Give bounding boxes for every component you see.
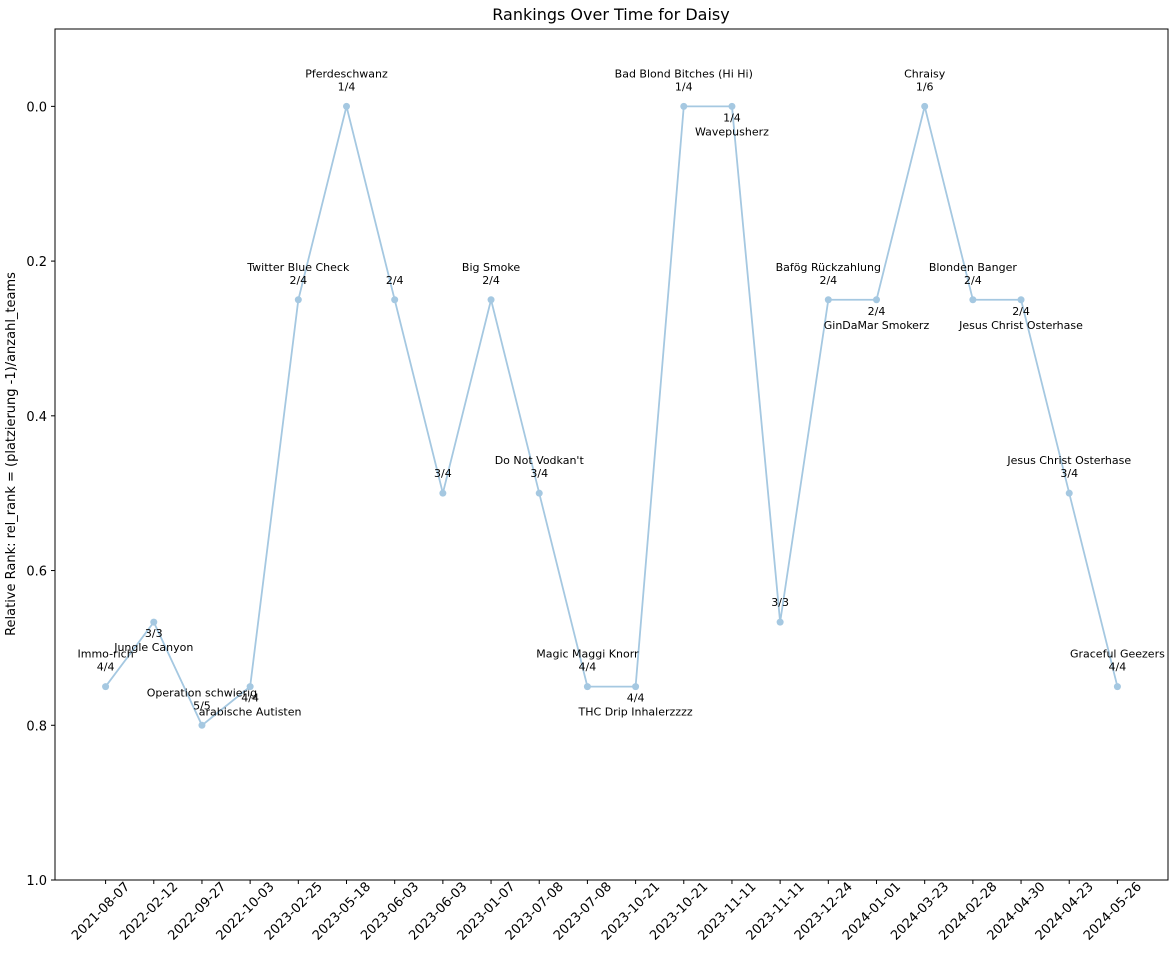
point bbox=[294, 296, 302, 304]
team-annotation: Graceful Geezers bbox=[1070, 648, 1165, 661]
point bbox=[102, 683, 110, 691]
value-label: 2/4 bbox=[964, 274, 982, 287]
value-label: 4/4 bbox=[1109, 661, 1127, 674]
point bbox=[583, 683, 591, 691]
point bbox=[921, 102, 929, 110]
team-annotation: Twitter Blue Check bbox=[246, 261, 350, 274]
team-annotation: Pferdeschwanz bbox=[305, 67, 388, 80]
y-tick-label: 1.0 bbox=[26, 874, 47, 889]
value-label: 2/4 bbox=[1012, 305, 1030, 318]
team-annotation: Jesus Christ Osterhase bbox=[958, 319, 1083, 332]
value-label: 2/4 bbox=[482, 274, 500, 287]
value-label: 3/3 bbox=[771, 596, 789, 609]
y-tick-label: 0.2 bbox=[26, 255, 47, 270]
value-label: 4/4 bbox=[579, 661, 597, 674]
point bbox=[873, 296, 880, 304]
team-annotation: THC Drip Inhalerzzzz bbox=[578, 706, 693, 719]
point bbox=[824, 296, 832, 304]
y-axis-label: Relative Rank: rel_rank = (platzierung -… bbox=[4, 272, 19, 636]
value-label: 3/3 bbox=[145, 627, 163, 640]
value-label: 3/4 bbox=[1060, 467, 1078, 480]
value-label: 1/4 bbox=[723, 111, 741, 124]
point bbox=[1065, 489, 1073, 497]
team-annotation: Do Not Vodkan't bbox=[495, 454, 585, 467]
team-annotation: Jungle Canyon bbox=[113, 641, 193, 654]
team-annotation: Bad Blond Bitches (Hi Hi) bbox=[615, 67, 753, 80]
team-annotation: GinDaMar Smokerz bbox=[824, 319, 930, 332]
point bbox=[1017, 296, 1025, 304]
point bbox=[487, 296, 495, 304]
point bbox=[198, 721, 206, 729]
line bbox=[104, 105, 1119, 727]
team-annotation: Immo-rich bbox=[77, 648, 133, 661]
point bbox=[776, 618, 784, 626]
point bbox=[1113, 683, 1121, 691]
team-annotation: Jesus Christ Osterhase bbox=[1006, 454, 1131, 467]
value-label: 4/4 bbox=[97, 661, 115, 674]
value-label: 5/5 bbox=[193, 699, 211, 712]
value-label: 4/4 bbox=[241, 692, 259, 705]
value-label: 1/6 bbox=[916, 80, 934, 93]
point bbox=[632, 683, 640, 691]
y-tick-label: 0.4 bbox=[26, 410, 47, 425]
value-label: 2/4 bbox=[289, 274, 307, 287]
team-annotation: Blonden Banger bbox=[929, 261, 1018, 274]
team-annotation: Big Smoke bbox=[462, 261, 520, 274]
team-annotation: Chraisy bbox=[904, 67, 946, 80]
team-annotation: Magic Maggi Knorr bbox=[536, 648, 639, 661]
value-label: 4/4 bbox=[627, 692, 645, 705]
point bbox=[343, 102, 350, 110]
point bbox=[439, 489, 447, 497]
point bbox=[728, 102, 736, 110]
point bbox=[535, 489, 543, 497]
value-label: 2/4 bbox=[386, 274, 404, 287]
point bbox=[246, 683, 254, 691]
point bbox=[680, 102, 688, 110]
team-annotation: Operation schwierig bbox=[147, 686, 257, 699]
y-tick-label: 0.8 bbox=[26, 719, 47, 734]
y-tick-label: 0.0 bbox=[26, 100, 47, 115]
point bbox=[391, 296, 399, 304]
point bbox=[150, 618, 158, 626]
plot-frame bbox=[54, 28, 1169, 881]
chart-title: Rankings Over Time for Daisy bbox=[492, 5, 729, 24]
value-label: 1/4 bbox=[338, 80, 356, 93]
y-tick-label: 0.6 bbox=[26, 565, 47, 580]
team-annotation: arabische Autisten bbox=[199, 706, 302, 719]
value-label: 2/4 bbox=[819, 274, 837, 287]
team-annotation: Wavepusherz bbox=[695, 125, 769, 138]
point bbox=[969, 296, 977, 304]
team-annotation: Bafög Rückzahlung bbox=[776, 261, 881, 274]
value-label: 3/4 bbox=[530, 467, 548, 480]
value-label: 2/4 bbox=[868, 305, 886, 318]
value-label: 1/4 bbox=[675, 80, 693, 93]
value-label: 3/4 bbox=[434, 467, 452, 480]
